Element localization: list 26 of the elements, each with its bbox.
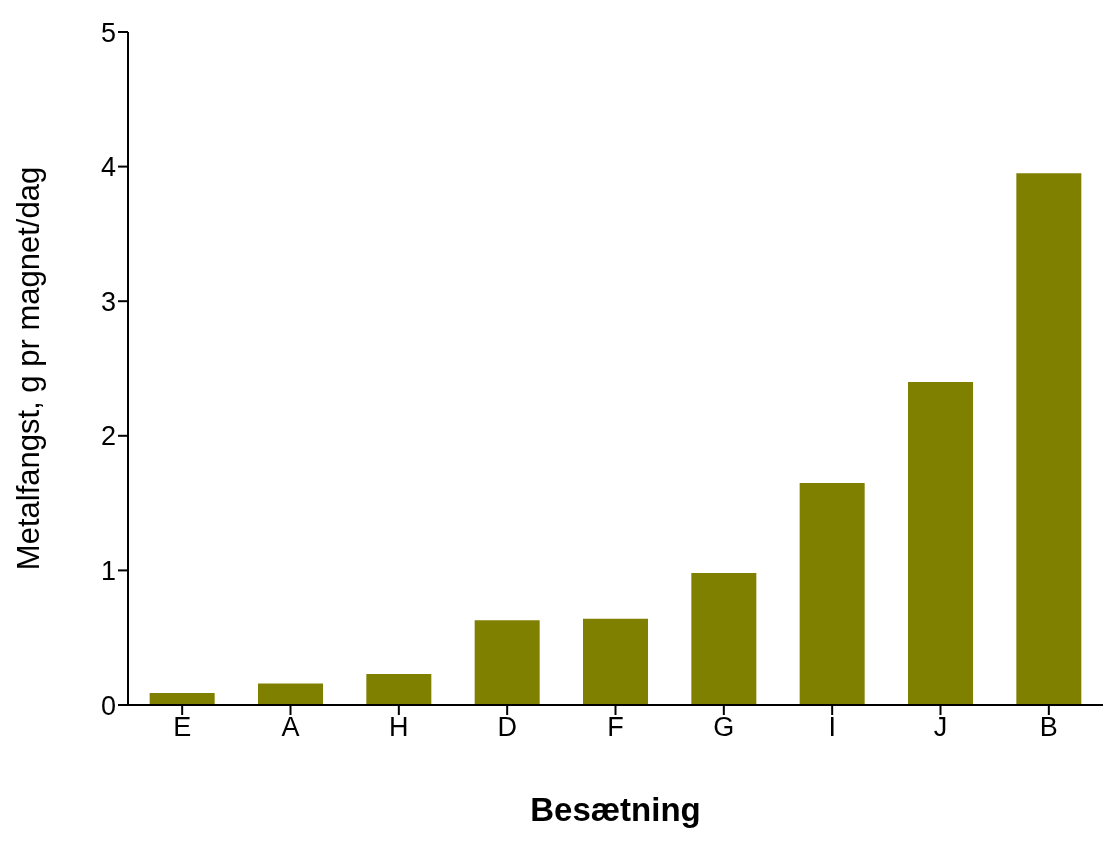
y-tick-label: 5 — [100, 17, 116, 48]
x-axis-title: Besætning — [530, 791, 701, 828]
bar — [474, 620, 540, 705]
x-tick-label: G — [713, 712, 735, 743]
y-tick-label: 0 — [100, 690, 116, 721]
y-axis-title: Metalfangst, g pr magnet/dag — [11, 166, 47, 571]
x-tick-label: H — [389, 712, 409, 743]
x-tick-label: F — [607, 712, 624, 743]
y-tick-label: 3 — [100, 286, 116, 317]
bar — [149, 692, 215, 705]
x-tick-label: J — [933, 712, 948, 743]
bar — [258, 683, 323, 705]
bar — [908, 381, 973, 705]
bar — [799, 482, 865, 705]
x-tick-label: E — [173, 712, 192, 743]
bar — [583, 618, 648, 705]
bar — [691, 573, 757, 705]
x-tick-label: B — [1039, 712, 1058, 743]
bar — [366, 674, 432, 705]
y-tick-label: 1 — [100, 555, 116, 586]
x-tick-label: A — [281, 712, 300, 743]
y-tick-label: 4 — [100, 152, 116, 183]
bar — [1016, 173, 1082, 705]
y-tick-label: 2 — [100, 421, 116, 452]
x-tick-label: D — [497, 712, 517, 743]
x-tick-label: I — [828, 712, 836, 743]
